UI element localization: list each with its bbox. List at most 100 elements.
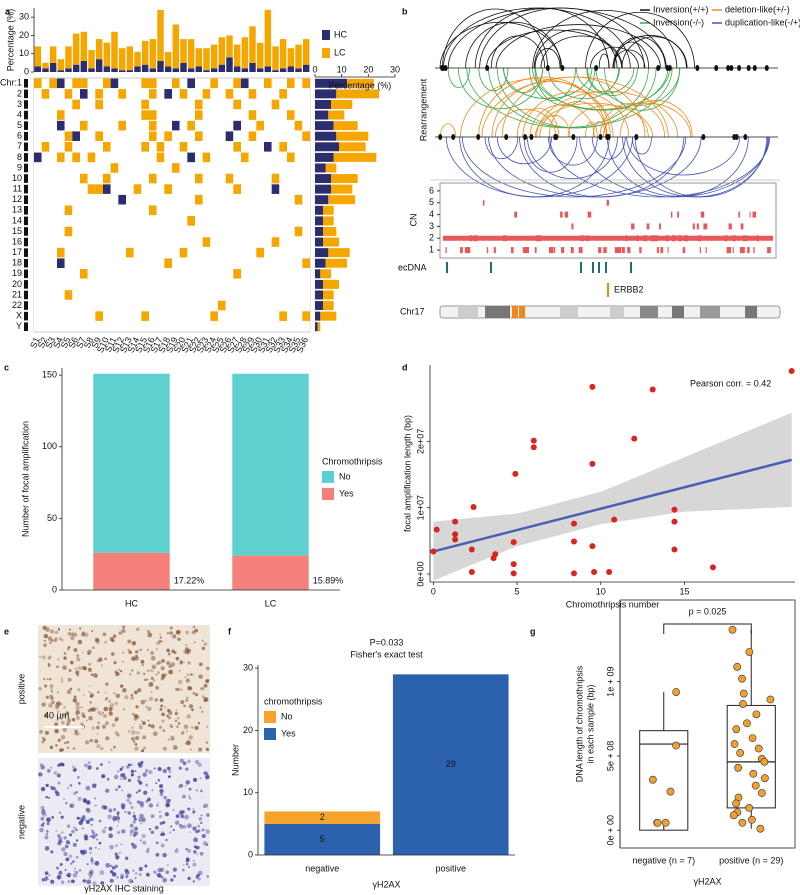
heatmap-cell (256, 131, 264, 141)
heatmap-cell (172, 205, 180, 216)
heatmap-cell (141, 89, 149, 99)
heatmap-cell (72, 120, 80, 131)
heatmap-cell (164, 258, 172, 268)
heatmap-cell (264, 184, 272, 194)
cell-nucleus (186, 740, 191, 746)
heatmap-cell (195, 173, 203, 184)
heatmap-cell (241, 290, 249, 300)
cell-nucleus (178, 669, 181, 672)
cell-nucleus (134, 826, 139, 831)
legend-label: deletion-like(+/-) (725, 4, 790, 14)
cn-segment (534, 247, 537, 254)
point (788, 367, 795, 374)
cell-nucleus (150, 676, 154, 680)
chart-title: P=0.033 (370, 637, 404, 647)
heatmap-cell (41, 247, 50, 258)
y-tick-label: 0e + 00 (605, 815, 615, 845)
cell-nucleus (43, 643, 47, 648)
heatmap-cell (187, 300, 195, 311)
heatmap-cell (225, 173, 234, 184)
heatmap-cell (110, 131, 119, 141)
heatmap-cell (256, 152, 264, 163)
cell-nucleus (198, 817, 202, 821)
cell-nucleus (119, 777, 123, 781)
bar (65, 46, 72, 69)
cell-nucleus (140, 659, 145, 664)
cell-nucleus (156, 662, 159, 665)
point (468, 546, 475, 553)
heatmap-cell (64, 99, 73, 110)
cell-nucleus (161, 719, 165, 723)
heatmap-cell (110, 258, 119, 268)
cell-nucleus (201, 833, 206, 839)
side-bar (333, 152, 377, 162)
cell-nucleus (188, 797, 192, 800)
rearrangement-arc (621, 36, 687, 69)
cell-nucleus (131, 712, 135, 716)
heatmap-cell (110, 290, 119, 300)
cell-nucleus (77, 776, 80, 779)
chromosome-bar (24, 131, 28, 141)
cell-nucleus (156, 804, 159, 807)
heatmap-cell (118, 216, 126, 226)
cn-segment (580, 235, 584, 242)
heatmap-cell (279, 110, 287, 120)
cell-nucleus (145, 872, 150, 877)
heatmap-cell (72, 163, 80, 173)
cell-nucleus (76, 715, 79, 718)
heatmap-cell (126, 279, 134, 290)
heatmap-cell (41, 216, 50, 226)
cell-nucleus (92, 783, 97, 789)
heatmap-cell (95, 131, 103, 141)
heatmap-cell (287, 258, 295, 268)
heatmap-cell (271, 99, 280, 110)
cell-nucleus (104, 826, 107, 829)
heatmap-cell (264, 321, 272, 332)
point (751, 781, 760, 790)
heatmap-cell (179, 226, 188, 237)
rearrangement-arc (503, 67, 544, 93)
heatmap-cell (49, 152, 57, 163)
cn-segment (732, 247, 734, 254)
cn-segment (643, 235, 648, 242)
heatmap-cell (195, 89, 203, 99)
heatmap-cell (87, 173, 96, 184)
rearrangement-arc (612, 36, 666, 69)
cn-segment (728, 223, 732, 230)
sample-label: S9 (89, 336, 103, 350)
cell-nucleus (100, 746, 104, 751)
side-bar (315, 99, 331, 109)
heatmap-cell (179, 163, 188, 173)
point (757, 789, 766, 797)
cell-nucleus (188, 865, 191, 868)
heatmap-cell (141, 205, 149, 216)
cell-nucleus (195, 693, 199, 697)
cn-segment (654, 235, 658, 242)
heatmap-cell (95, 290, 103, 300)
heatmap-cell (294, 78, 303, 89)
heatmap-cell (57, 89, 65, 99)
heatmap-cell (95, 205, 103, 216)
heatmap-cell (110, 163, 119, 173)
cell-nucleus (76, 654, 80, 658)
heatmap-cell (202, 226, 211, 237)
cn-segment (636, 235, 639, 242)
heatmap-cell (202, 120, 211, 131)
cell-nucleus (206, 725, 209, 728)
heatmap-cell (187, 269, 195, 279)
cell-nucleus (65, 857, 70, 862)
heatmap-cell (187, 152, 195, 163)
heatmap-cell (164, 131, 172, 141)
ideogram-band (672, 306, 684, 318)
cell-nucleus (114, 670, 118, 674)
cell-nucleus (131, 669, 134, 672)
point (760, 774, 769, 783)
heatmap-cell (133, 131, 142, 141)
heatmap-cell (195, 216, 203, 226)
heatmap-cell (233, 163, 241, 173)
cell-nucleus (150, 655, 156, 661)
rearrangement-arc (619, 100, 693, 138)
cell-nucleus (80, 706, 83, 709)
cell-nucleus (114, 788, 118, 792)
heatmap-cell (141, 163, 149, 173)
